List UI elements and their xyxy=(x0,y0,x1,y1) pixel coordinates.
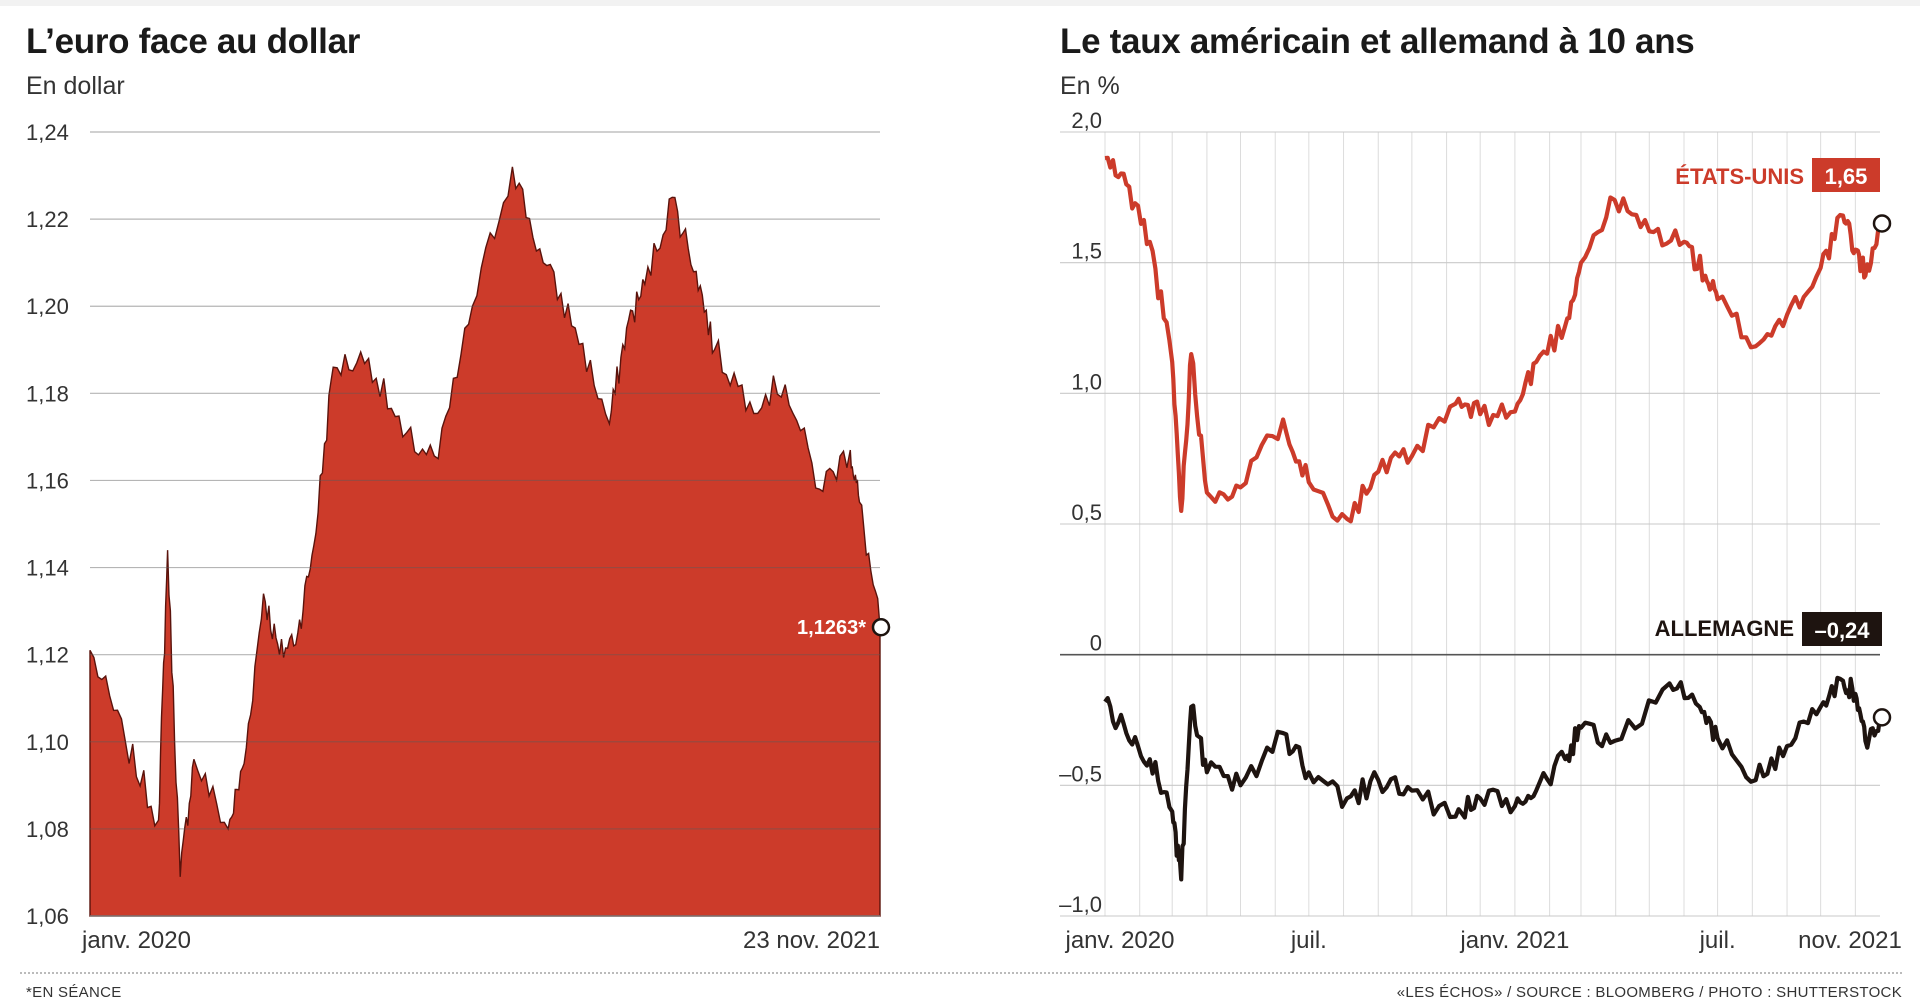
left-chart-title: L’euro face au dollar xyxy=(26,22,361,61)
y-tick-label: 2,0 xyxy=(1071,108,1102,133)
rates-chart: –1,0 –0,5 0 0,5 1,0 1,5 2,0 janv. 2020 juil. janv… xyxy=(1059,108,1902,954)
end-point-marker xyxy=(871,617,891,637)
us-end-value: 1,65 xyxy=(1825,164,1868,189)
germany-end-value: –0,24 xyxy=(1814,618,1870,643)
us-value-box xyxy=(1812,158,1880,192)
germany-end-marker xyxy=(1872,708,1892,727)
germany-yield-line xyxy=(1103,675,1883,882)
x-tick-label: juil. xyxy=(1290,927,1327,954)
euro-dollar-area xyxy=(89,166,881,917)
y-tick-label: 1,14 xyxy=(26,556,69,581)
y-tick-label: 1,08 xyxy=(26,817,69,842)
y-tick-label: 1,12 xyxy=(26,643,69,668)
rates-panel: Le taux américain et allemand à 10 ans E… xyxy=(1030,0,1920,960)
y-tick-label: –1,0 xyxy=(1059,892,1102,917)
y-tick-label: 0,5 xyxy=(1071,500,1102,525)
euro-dollar-panel: L’euro face au dollar En dollar 1,06 1,08… xyxy=(0,0,900,960)
x-tick-label: nov. 2021 xyxy=(1798,927,1902,954)
y-tick-label: 0 xyxy=(1090,631,1102,656)
x-tick-label: 23 nov. 2021 xyxy=(743,927,880,954)
footnote: *EN SÉANCE xyxy=(26,984,122,1001)
top-rule xyxy=(0,0,1920,6)
source-credit: «LES ÉCHOS» / SOURCE : BLOOMBERG / PHOTO… xyxy=(1396,984,1902,1001)
y-tick-label: 1,22 xyxy=(26,207,69,232)
us-series-label: ÉTATS-UNIS xyxy=(1675,164,1804,189)
y-tick-label: 1,24 xyxy=(26,120,69,145)
end-value-label: 1,1263* xyxy=(797,617,866,639)
us-yield-line xyxy=(1104,155,1883,524)
x-tick-label: janv. 2020 xyxy=(81,927,191,954)
germany-series-label: ALLEMAGNE xyxy=(1655,616,1794,641)
us-end-marker xyxy=(1872,214,1892,233)
y-tick-label: 1,18 xyxy=(26,381,69,406)
y-tick-label: –0,5 xyxy=(1059,761,1102,786)
y-tick-label: 1,06 xyxy=(26,904,69,929)
right-chart-title: Le taux américain et allemand à 10 ans xyxy=(1060,22,1695,61)
euro-dollar-chart: 1,06 1,08 1,10 1,12 1,14 1,16 1,18 1,20 1,22 1,24… xyxy=(26,120,891,954)
y-tick-label: 1,10 xyxy=(26,730,69,755)
germany-value-box xyxy=(1802,612,1882,646)
right-chart-unit: En % xyxy=(1060,72,1120,100)
x-tick-label: janv. 2021 xyxy=(1459,927,1569,954)
y-tick-label: 1,16 xyxy=(26,468,69,493)
y-tick-label: 1,20 xyxy=(26,294,69,319)
y-tick-label: 1,5 xyxy=(1071,239,1102,264)
left-chart-unit: En dollar xyxy=(26,72,125,100)
x-tick-label: juil. xyxy=(1699,927,1736,954)
footer-divider xyxy=(20,972,1902,974)
x-tick-label: janv. 2020 xyxy=(1065,927,1175,954)
y-tick-label: 1,0 xyxy=(1071,369,1102,394)
